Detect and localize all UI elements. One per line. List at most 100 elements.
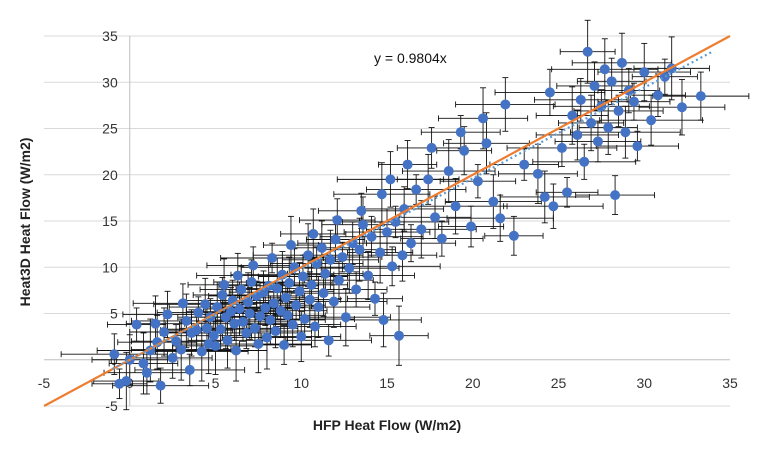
data-point [369,293,380,304]
data-point [255,311,266,322]
data-point [508,230,519,241]
data-point [646,115,657,126]
x-tick-label: 5 [212,375,220,391]
data-point [282,310,293,321]
data-point [436,233,447,244]
data-point [201,323,212,334]
data-point [500,99,511,110]
data-point [402,159,413,170]
data-point [272,283,283,294]
data-point [219,279,230,290]
data-points [109,46,706,391]
data-point [652,90,663,101]
data-point [366,231,377,242]
data-point [309,321,320,332]
x-tick-label: -5 [38,375,51,391]
data-point [279,339,290,350]
data-point [390,216,401,227]
data-point [260,302,271,313]
y-tick-label: 35 [102,28,118,44]
data-point [466,221,477,232]
data-point [232,270,243,281]
data-point [676,102,687,113]
data-point [318,288,329,299]
data-point [394,330,405,341]
data-point [481,138,492,149]
data-point [695,91,706,102]
data-point [297,271,308,282]
data-point [270,326,281,337]
data-point [443,166,454,177]
data-point [586,117,597,128]
data-point [378,314,389,325]
data-point [320,268,331,279]
data-point [261,332,272,343]
data-point [109,349,120,360]
data-point [337,252,348,263]
data-point [138,358,149,369]
y-tick-label: 20 [102,167,118,183]
data-point [150,318,161,329]
data-point [304,294,315,305]
x-tick-label: 25 [551,375,567,391]
data-point [285,240,296,251]
data-point [141,367,152,378]
data-point [291,300,302,311]
x-tick-label: 30 [636,375,652,391]
tick-labels: -505101520253035-505101520253035 [38,28,738,414]
data-point [548,201,559,212]
trendline [112,50,714,370]
data-point [249,323,260,334]
data-point [248,260,259,271]
data-point [308,228,319,239]
data-point [532,168,543,179]
data-point [616,57,627,68]
data-point [280,292,291,303]
data-point [332,215,343,226]
data-point [191,325,202,336]
data-point [265,314,276,325]
data-point [243,297,254,308]
data-point [459,145,470,156]
data-point [620,127,631,138]
data-point [488,196,499,207]
y-tick-label: 30 [102,74,118,90]
data-point [613,105,624,116]
data-point [357,219,368,230]
data-point [592,136,603,147]
data-point [385,174,396,185]
data-point [544,87,555,98]
data-point [376,189,387,200]
data-point [234,303,245,314]
fit-lines [43,35,731,407]
data-point [406,238,417,249]
data-point [225,306,236,317]
data-point [215,324,226,335]
data-point [162,309,173,320]
data-point [159,327,170,337]
data-point [556,142,567,153]
data-point [423,174,434,185]
y-tick-label: 25 [102,121,118,137]
data-point [306,279,317,290]
data-point [181,315,192,326]
data-point [184,364,195,375]
gridlines [44,35,730,407]
data-point [495,213,506,224]
data-point [397,250,408,261]
x-tick-label: 20 [465,375,481,391]
trendline-equation: y = 0.9804x [374,50,447,66]
data-point [296,331,307,342]
data-point [579,156,590,167]
data-point [351,284,362,295]
data-point [363,270,374,281]
x-tick-label: 35 [722,375,738,391]
y-tick-label: 10 [102,259,118,275]
data-point [478,113,489,124]
data-point [222,335,233,346]
data-point [212,302,223,313]
data-point [382,227,392,238]
data-point [316,242,327,253]
data-point [237,316,248,327]
y-axis-title: Heat3D Heat Flow (W/m2) [17,138,33,307]
